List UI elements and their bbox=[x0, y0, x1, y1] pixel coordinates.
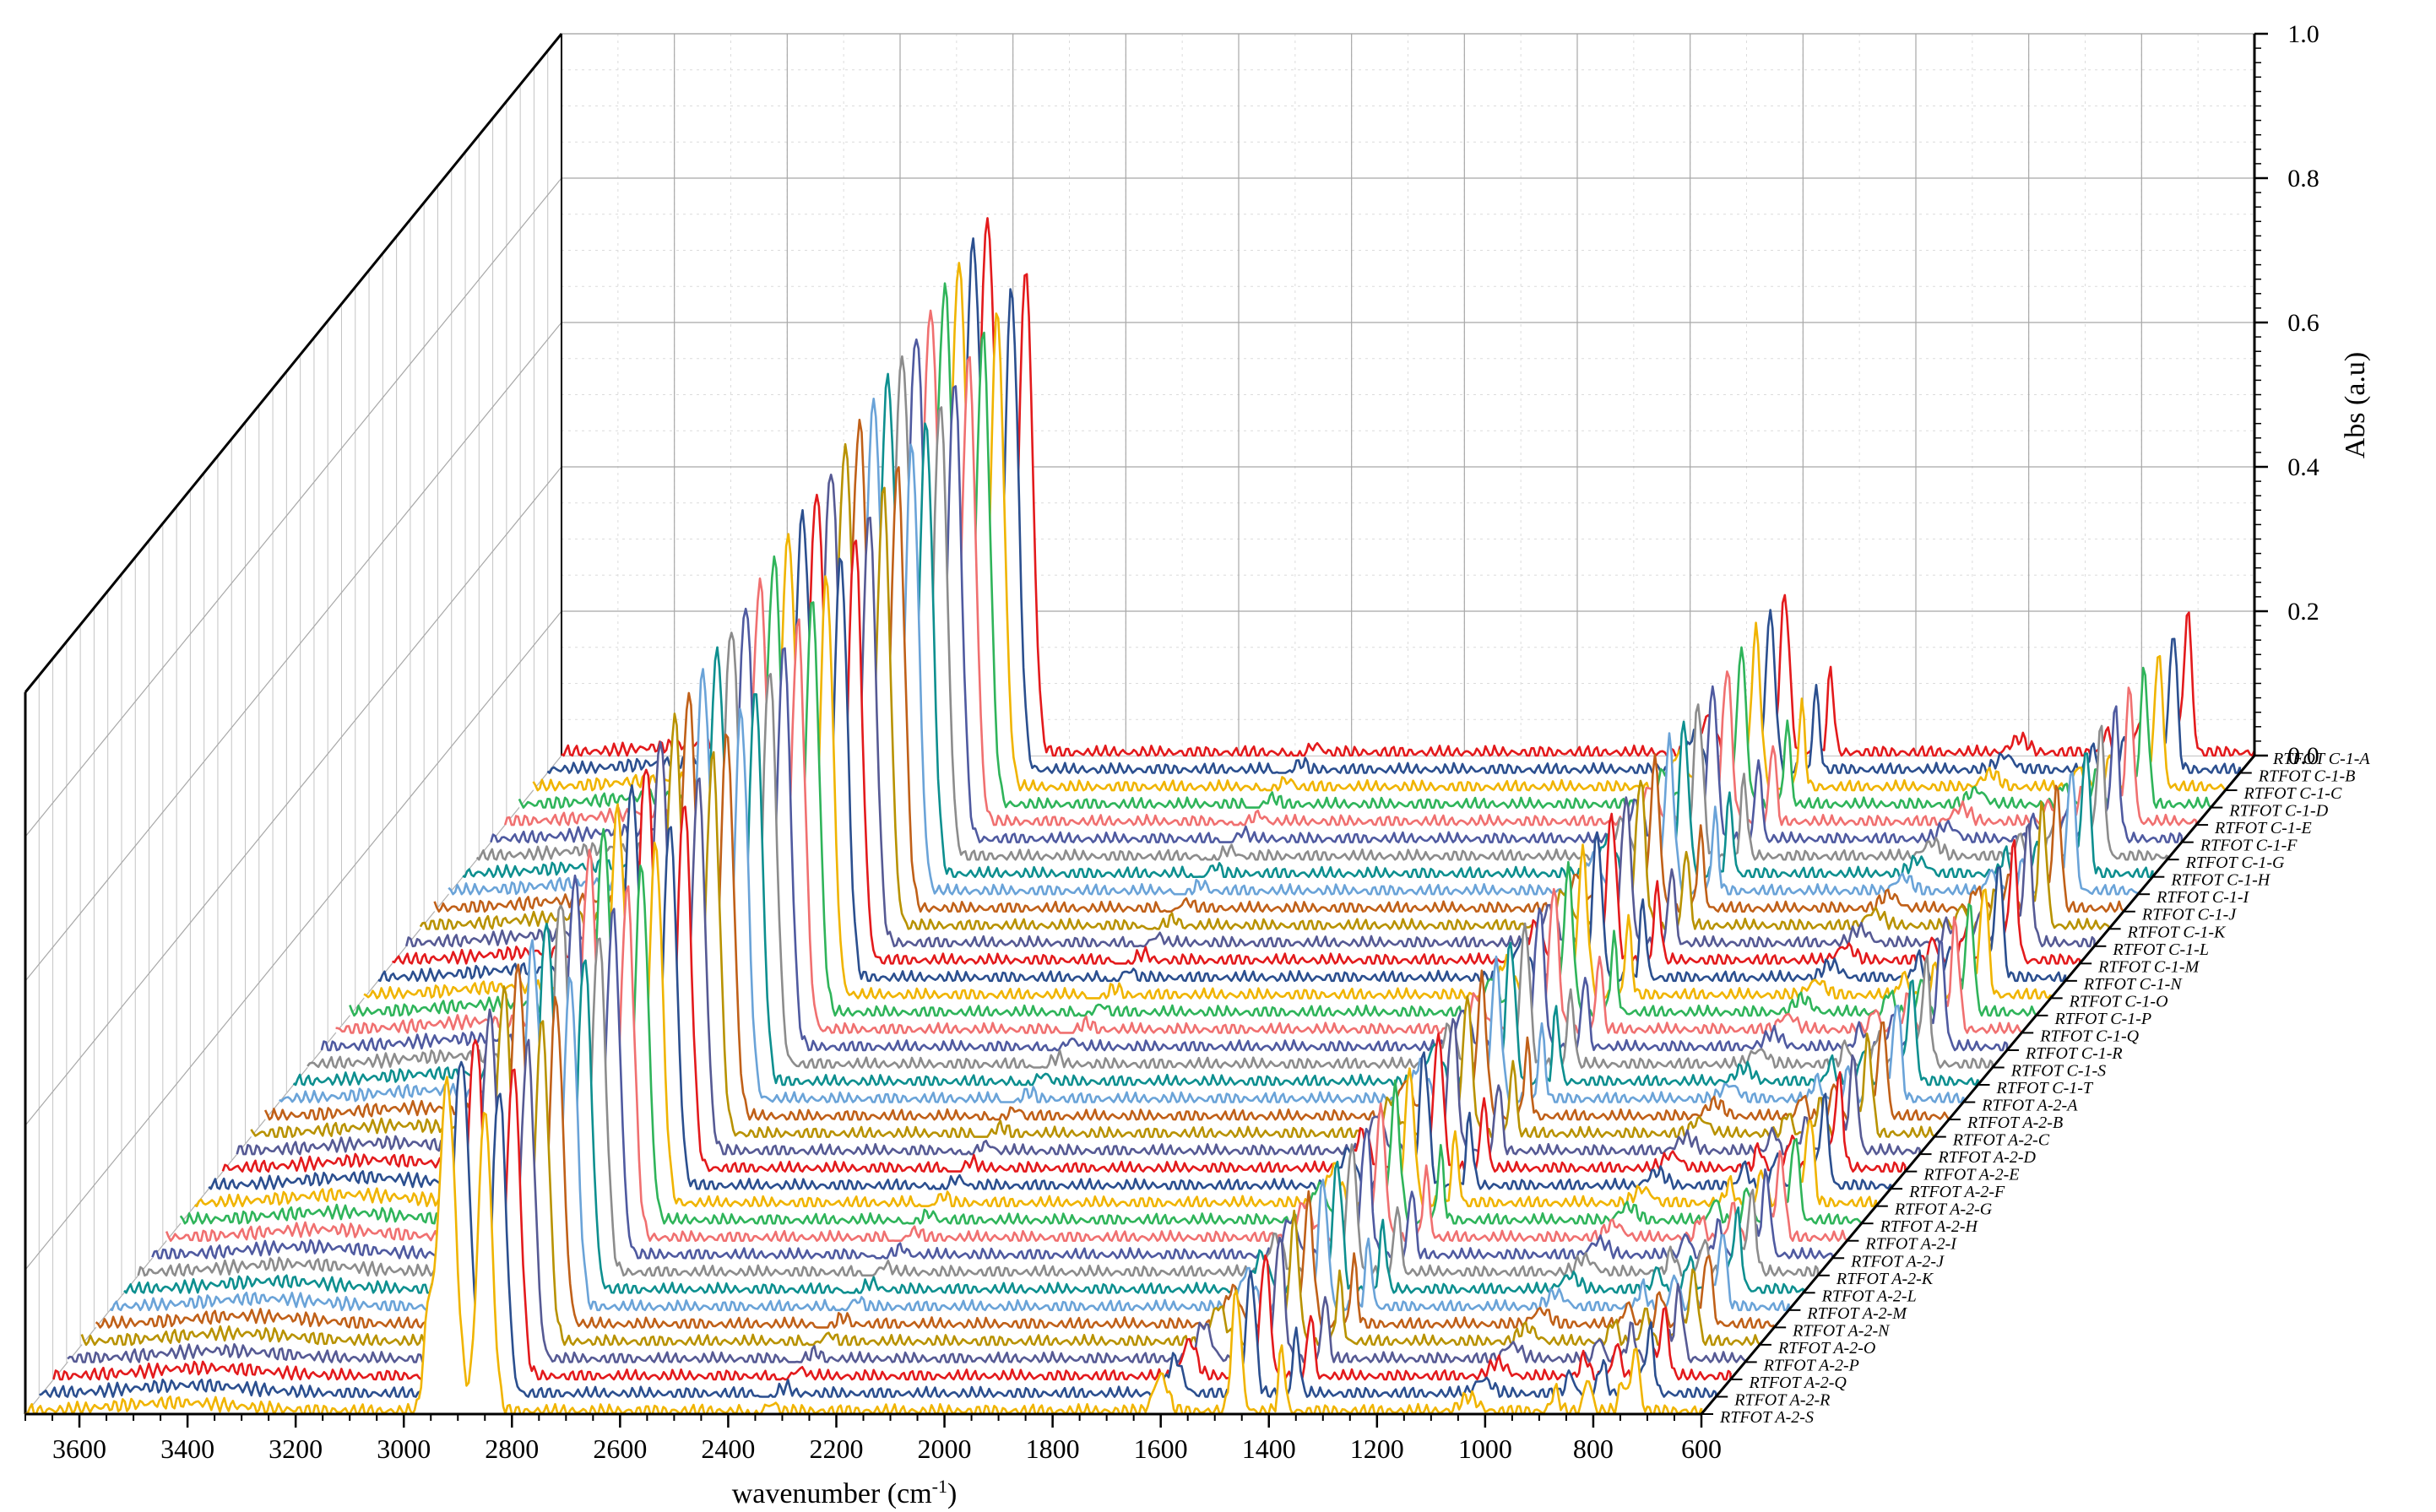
series-label: RTFOT C-1-H bbox=[2170, 871, 2271, 890]
series-label: RTFOT C-1-P bbox=[2054, 1010, 2151, 1028]
z-tick-label: 0.6 bbox=[2287, 309, 2319, 337]
series-label: RTFOT C-1-O bbox=[2069, 992, 2168, 1011]
series-label: RTFOT C-1-B bbox=[2258, 767, 2356, 786]
series-line-33 bbox=[109, 939, 1790, 1312]
series-label: RTFOT C-1-A bbox=[2272, 750, 2370, 768]
series-label: RTFOT A-2-N bbox=[1792, 1321, 1891, 1340]
series-label: RTFOT A-2-R bbox=[1733, 1390, 1830, 1409]
z-tick-label: 1.0 bbox=[2287, 20, 2319, 48]
series-label: RTFOT C-1-D bbox=[2228, 802, 2328, 821]
series-line-34 bbox=[95, 963, 1775, 1329]
x-tick-label: 2400 bbox=[701, 1433, 755, 1464]
side-wall-grid bbox=[24, 610, 562, 1271]
series-label: RTFOT C-1-N bbox=[2083, 975, 2183, 994]
series-label: RTFOT C-1-C bbox=[2243, 784, 2342, 803]
series-label: RTFOT A-2-I bbox=[1864, 1235, 1957, 1254]
series-line-30 bbox=[151, 874, 1833, 1260]
x-tick-label: 3200 bbox=[269, 1433, 323, 1464]
x-tick-label: 2600 bbox=[593, 1433, 647, 1464]
x-tick-label: 2200 bbox=[809, 1433, 863, 1464]
series-layer bbox=[24, 217, 2256, 1416]
frame-edge bbox=[24, 33, 563, 693]
series-line-32 bbox=[123, 922, 1804, 1294]
z-tick-label: 0.0 bbox=[2287, 742, 2319, 770]
axes-frame bbox=[24, 33, 563, 1414]
series-label: RTFOT A-2-Q bbox=[1748, 1374, 1847, 1392]
series-label: RTFOT A-2-E bbox=[1923, 1166, 2019, 1184]
z-tick-label: 0.8 bbox=[2287, 165, 2319, 192]
series-occluder-39 bbox=[25, 1076, 1701, 1414]
series-label: RTFOT A-2-F bbox=[1908, 1183, 2005, 1201]
series-line-36 bbox=[67, 1008, 1746, 1363]
x-tick-label: 600 bbox=[1681, 1433, 1722, 1464]
series-label: RTFOT A-2-J bbox=[1850, 1252, 1945, 1271]
series-label: RTFOT A-2-P bbox=[1763, 1356, 1859, 1374]
z-tick-label: 0.2 bbox=[2287, 598, 2319, 626]
x-tick-label: 1400 bbox=[1242, 1433, 1296, 1464]
series-label: RTFOT C-1-J bbox=[2141, 906, 2237, 924]
x-axis-title: wavenumber (cm-1) bbox=[732, 1476, 958, 1510]
series-label: RTFOT C-1-L bbox=[2112, 940, 2209, 959]
series-line-37 bbox=[52, 1038, 1732, 1381]
x-tick-label: 2000 bbox=[918, 1433, 972, 1464]
series-label: RTFOT C-1-E bbox=[2214, 819, 2312, 837]
series-label: RTFOT A-2-G bbox=[1894, 1200, 1993, 1219]
series-label: RTFOT C-1-F bbox=[2200, 837, 2298, 855]
side-wall-grid bbox=[24, 177, 562, 837]
series-label: RTFOT C-1-Q bbox=[2039, 1027, 2139, 1045]
x-tick-label: 1200 bbox=[1350, 1433, 1404, 1464]
label-layer: 3600 3400 3200 3000 2800 2600 2400 2200 2000 1800… bbox=[52, 20, 2370, 1464]
series-label: RTFOT A-2-S bbox=[1719, 1408, 1814, 1427]
x-tick-label: 1000 bbox=[1458, 1433, 1512, 1464]
series-label: RTFOT A-2-M bbox=[1806, 1304, 1907, 1323]
series-label: RTFOT C-1-S bbox=[2010, 1061, 2106, 1080]
tick-layer bbox=[24, 32, 2268, 1428]
series-label: RTFOT C-1-T bbox=[1996, 1079, 2094, 1097]
series-label: RTFOT A-2-H bbox=[1880, 1217, 1979, 1236]
series-label: RTFOT C-1-M bbox=[2097, 957, 2200, 976]
series-label: RTFOT A-2-A bbox=[1981, 1097, 2078, 1115]
series-label: RTFOT A-2-O bbox=[1777, 1339, 1875, 1358]
series-label: RTFOT C-1-I bbox=[2156, 888, 2249, 907]
series-label: RTFOT A-2-K bbox=[1836, 1270, 1934, 1288]
series-label: RTFOT C-1-R bbox=[2025, 1044, 2123, 1063]
series-label: RTFOT C-1-K bbox=[2127, 923, 2227, 941]
series-label: RTFOT A-2-D bbox=[1938, 1148, 2037, 1167]
x-tick-label: 3600 bbox=[52, 1433, 106, 1464]
series-line-38 bbox=[39, 1060, 1717, 1398]
x-tick-label: 1600 bbox=[1134, 1433, 1188, 1464]
side-wall-grid bbox=[24, 322, 562, 982]
series-line-31 bbox=[137, 904, 1819, 1277]
x-tick-label: 800 bbox=[1573, 1433, 1614, 1464]
series-label: RTFOT A-2-B bbox=[1967, 1114, 2063, 1132]
side-wall-grid bbox=[24, 466, 562, 1126]
z-tick-label: 0.4 bbox=[2287, 453, 2319, 481]
series-line-35 bbox=[80, 985, 1761, 1347]
series-label: RTFOT A-2-C bbox=[1952, 1131, 2050, 1150]
series-label: RTFOT C-1-G bbox=[2185, 854, 2285, 872]
x-tick-label: 2800 bbox=[485, 1433, 539, 1464]
x-tick-label: 1800 bbox=[1026, 1433, 1080, 1464]
x-tick-label: 3400 bbox=[160, 1433, 214, 1464]
z-axis-title: Abs (a.u) bbox=[2340, 352, 2371, 459]
x-tick-label: 3000 bbox=[377, 1433, 431, 1464]
series-label: RTFOT A-2-L bbox=[1821, 1287, 1917, 1305]
